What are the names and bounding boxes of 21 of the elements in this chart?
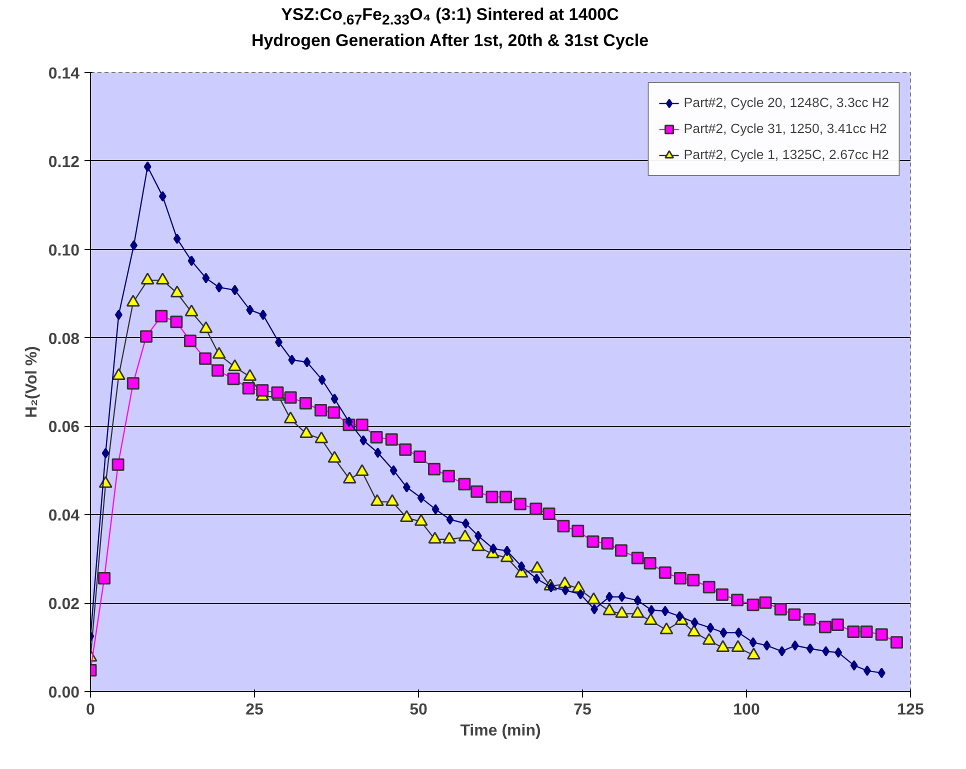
- y-axis-title: H₂(Vol %): [23, 346, 40, 418]
- legend-label: Part#2, Cycle 1, 1325C, 2.67cc H2: [684, 147, 889, 162]
- x-tick-label: 50: [410, 701, 428, 718]
- chart-title: YSZ:Co$_{.67}$Fe$_{2.33}$O₄ (3:1) Sintered at 1400C: [280, 4, 620, 30]
- chart-subtitle: Hydrogen Generation After 1st, 20th & 31st Cycle: [250, 30, 650, 52]
- x-tick-label: 100: [733, 701, 760, 718]
- y-tick-label: 0.04: [48, 508, 80, 525]
- y-tick-label: 0.10: [48, 242, 80, 260]
- x-tick-label: 125: [897, 701, 924, 718]
- y-tick-label: 0.02: [48, 596, 80, 613]
- y-tick-label: 0.00: [48, 684, 80, 702]
- y-tick-label: 0.08: [48, 330, 80, 348]
- x-axis-title: Time (min): [460, 722, 541, 740]
- y-tick-label: 0.14: [48, 65, 80, 82]
- y-tick-label: 0.12: [48, 154, 80, 171]
- x-tick-label: 0: [86, 701, 96, 718]
- x-tick-label: 75: [574, 701, 592, 718]
- legend-label: Part#2, Cycle 31, 1250, 3.41cc H2: [684, 121, 887, 136]
- x-tick-label: 25: [246, 701, 264, 718]
- legend-label: Part#2, Cycle 20, 1248C, 3.3cc H2: [684, 95, 889, 110]
- y-tick-label: 0.06: [48, 419, 80, 436]
